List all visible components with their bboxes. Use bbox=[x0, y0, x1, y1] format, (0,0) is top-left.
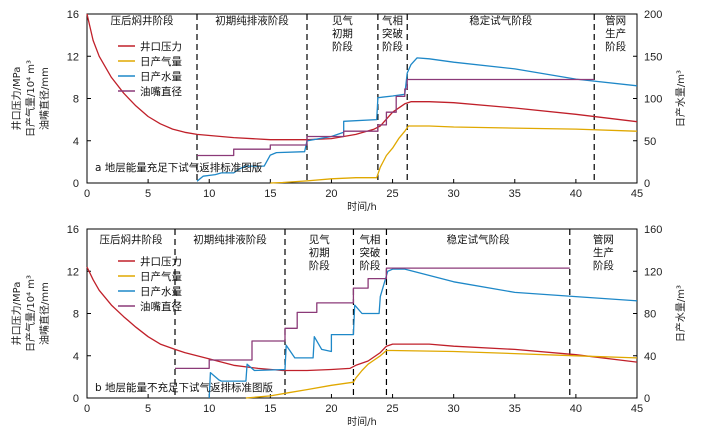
x-tick-label: 10 bbox=[203, 403, 215, 415]
legend-label: 油嘴直径 bbox=[140, 300, 182, 313]
stage-label: 初期纯排液阶段 bbox=[215, 14, 289, 27]
y-left-axis-label: 日产气量/10⁴ m³ bbox=[24, 60, 37, 137]
y-left-tick-label: 0 bbox=[73, 178, 79, 190]
legend-label: 日产水量 bbox=[140, 285, 182, 298]
stage-label: 突破 bbox=[382, 27, 403, 40]
y-right-tick-label: 120 bbox=[644, 266, 662, 278]
stage-label: 阶段 bbox=[309, 259, 330, 272]
y-right-tick-label: 0 bbox=[644, 178, 650, 190]
x-tick-label: 30 bbox=[448, 403, 460, 415]
chart-panel-b: 0 5 10 15 20 25 30 35 40 45048121604080120160时间/h… bbox=[10, 224, 687, 428]
y-right-tick-label: 40 bbox=[644, 351, 656, 363]
legend-label: 日产气量 bbox=[140, 270, 182, 283]
panel-caption: b 地层能量不充足下试气返排标准图版 bbox=[95, 381, 274, 394]
x-tick-label: 30 bbox=[448, 188, 460, 200]
series-line-井口压力 bbox=[86, 13, 638, 141]
stage-label: 初期纯排液阶段 bbox=[193, 233, 267, 246]
y-right-tick-label: 80 bbox=[644, 309, 656, 321]
stage-label: 突破 bbox=[359, 246, 380, 259]
stage-label: 压后焖井阶段 bbox=[100, 233, 163, 246]
y-right-axis-label: 日产水量/m³ bbox=[674, 70, 687, 127]
x-tick-label: 0 bbox=[84, 403, 90, 415]
y-left-tick-label: 12 bbox=[67, 51, 79, 63]
legend-label: 井口压力 bbox=[140, 40, 182, 53]
x-tick-label: 5 bbox=[145, 403, 151, 415]
y-right-tick-label: 0 bbox=[644, 393, 650, 405]
y-left-tick-label: 8 bbox=[73, 94, 79, 106]
x-tick-label: 15 bbox=[264, 403, 276, 415]
x-tick-label: 35 bbox=[509, 403, 521, 415]
series-line-日产气量 bbox=[245, 349, 638, 399]
stage-label: 生产 bbox=[605, 27, 626, 40]
stage-label: 见气 bbox=[309, 233, 330, 246]
x-tick-label: 25 bbox=[386, 188, 398, 200]
stage-label: 气相 bbox=[359, 233, 380, 246]
x-tick-label: 35 bbox=[509, 188, 521, 200]
series-line-油嘴直径 bbox=[175, 267, 570, 370]
y-right-tick-label: 100 bbox=[644, 94, 662, 106]
x-tick-label: 20 bbox=[325, 188, 337, 200]
series-line-日产水量 bbox=[208, 268, 638, 399]
stage-label: 管网 bbox=[593, 233, 614, 246]
y-right-tick-label: 50 bbox=[644, 136, 656, 148]
y-right-tick-label: 200 bbox=[644, 9, 662, 21]
stage-label: 压后焖井阶段 bbox=[111, 14, 174, 27]
x-tick-label: 40 bbox=[570, 188, 582, 200]
y-left-axis-label: 日产气量/10⁴ m³ bbox=[24, 275, 37, 352]
y-left-tick-label: 16 bbox=[67, 224, 79, 236]
series-line-油嘴直径 bbox=[197, 78, 595, 157]
y-left-tick-label: 4 bbox=[73, 351, 79, 363]
stage-label: 见气 bbox=[332, 14, 353, 27]
x-tick-label: 5 bbox=[145, 188, 151, 200]
x-tick-label: 20 bbox=[325, 403, 337, 415]
legend-label: 日产气量 bbox=[140, 55, 182, 68]
x-tick-label: 45 bbox=[631, 188, 643, 200]
x-tick-label: 10 bbox=[203, 188, 215, 200]
stage-label: 初期 bbox=[332, 27, 353, 40]
y-left-axis-label: 油嘴直径/mm bbox=[38, 282, 51, 345]
y-left-axis-label: 油嘴直径/mm bbox=[38, 67, 51, 130]
y-right-tick-label: 150 bbox=[644, 51, 662, 63]
x-tick-label: 40 bbox=[570, 403, 582, 415]
y-right-tick-label: 160 bbox=[644, 224, 662, 236]
series-line-日产气量 bbox=[270, 125, 638, 184]
legend-label: 井口压力 bbox=[140, 255, 182, 268]
y-left-tick-label: 4 bbox=[73, 136, 79, 148]
legend-label: 油嘴直径 bbox=[140, 85, 182, 98]
series-line-井口压力 bbox=[86, 266, 638, 372]
x-tick-label: 45 bbox=[631, 403, 643, 415]
stage-label: 初期 bbox=[309, 246, 330, 259]
y-left-axis-label: 井口压力/MPa bbox=[10, 282, 23, 346]
y-left-axis-label: 井口压力/MPa bbox=[10, 67, 23, 131]
stage-label: 阶段 bbox=[605, 40, 626, 53]
x-tick-label: 0 bbox=[84, 188, 90, 200]
y-left-tick-label: 0 bbox=[73, 393, 79, 405]
chart-panel-a: 0 5 10 15 20 25 30 35 40 450481216050100150200时间/… bbox=[10, 9, 687, 213]
y-left-tick-label: 8 bbox=[73, 309, 79, 321]
y-left-tick-label: 12 bbox=[67, 266, 79, 278]
stage-label: 气相 bbox=[382, 14, 403, 27]
panel-caption: a 地层能量充足下试气返排标准图版 bbox=[95, 161, 263, 174]
plot-frame bbox=[86, 13, 638, 184]
stage-label: 阶段 bbox=[332, 40, 353, 53]
y-left-tick-label: 16 bbox=[67, 9, 79, 21]
stage-label: 生产 bbox=[593, 246, 614, 259]
x-tick-label: 25 bbox=[386, 403, 398, 415]
x-tick-label: 15 bbox=[264, 188, 276, 200]
series-line-日产水量 bbox=[196, 57, 638, 182]
y-right-axis-label: 日产水量/m³ bbox=[674, 285, 687, 342]
legend-label: 日产水量 bbox=[140, 70, 182, 83]
x-axis-label: 时间/h bbox=[347, 200, 377, 213]
stage-label: 阶段 bbox=[593, 259, 614, 272]
stage-label: 稳定试气阶段 bbox=[469, 14, 532, 27]
stage-label: 管网 bbox=[605, 14, 626, 27]
stage-label: 阶段 bbox=[359, 259, 380, 272]
stage-label: 稳定试气阶段 bbox=[447, 233, 510, 246]
x-axis-label: 时间/h bbox=[347, 415, 377, 428]
stage-label: 阶段 bbox=[382, 40, 403, 53]
